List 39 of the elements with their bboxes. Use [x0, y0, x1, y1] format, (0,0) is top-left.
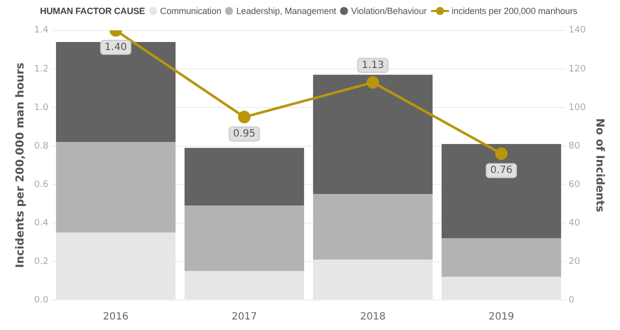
y2-tick-label: 80 — [568, 141, 580, 152]
legend-label: Communication — [160, 6, 222, 16]
legend-title: HUMAN FACTOR CAUSE — [40, 6, 146, 16]
bar — [442, 238, 562, 277]
bar — [56, 142, 176, 233]
data-label: 0.95 — [233, 128, 256, 140]
bar — [442, 144, 562, 238]
y2-tick-label: 140 — [568, 26, 586, 36]
bar — [56, 42, 176, 142]
y-tick-label: 1.4 — [34, 26, 49, 36]
bar — [313, 194, 433, 260]
bar — [184, 148, 304, 206]
y-tick-label: 0.8 — [34, 141, 49, 152]
y2-tick-label: 40 — [568, 218, 580, 228]
y2-tick-label: 120 — [568, 64, 586, 74]
y2-tick-label: 100 — [568, 102, 586, 113]
x-tick-label: 2016 — [103, 312, 129, 323]
x-tick-label: 2017 — [232, 312, 258, 323]
bar — [313, 74, 433, 194]
y2-tick-label: 0 — [568, 295, 575, 306]
y2-axis-title: No of Incidents — [594, 118, 607, 213]
y-tick-label: 0.6 — [34, 180, 49, 190]
y-tick-label: 1.2 — [34, 64, 49, 74]
x-tick-label: 2019 — [488, 312, 514, 323]
x-tick-label: 2018 — [360, 312, 386, 323]
y2-tick-label: 60 — [568, 180, 580, 190]
legend-label: Violation/Behaviour — [351, 6, 427, 16]
data-label: 1.40 — [104, 42, 127, 53]
bar — [184, 206, 304, 272]
y2-tick-label: 20 — [568, 256, 580, 267]
y-axis-title: Incidents per 200,000 man hours — [13, 62, 26, 268]
y-tick-label: 0.2 — [34, 256, 49, 267]
y-tick-label: 1.0 — [34, 102, 49, 113]
data-label: 0.76 — [490, 165, 512, 176]
y-tick-label: 0.0 — [34, 295, 49, 306]
legend-label: incidents per 200,000 manhours — [452, 6, 578, 16]
y-tick-label: 0.4 — [34, 218, 49, 228]
data-label: 1.13 — [362, 60, 384, 71]
legend-label: Leadership, Management — [236, 6, 336, 16]
